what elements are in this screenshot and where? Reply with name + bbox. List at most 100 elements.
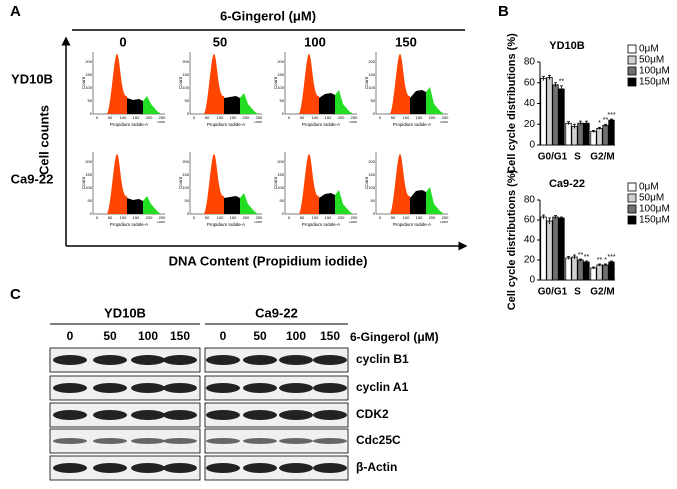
g2-peak [240,93,258,114]
dose-label: 100 [304,34,326,49]
hist-tick: 100 [368,185,375,190]
hist-tick: 250 [442,115,449,120]
hist-tick: 50 [108,215,113,220]
blot-band [279,410,313,420]
blot-band [93,355,127,365]
hist-tick: 200 [182,59,189,64]
legend-label: 100μM [639,66,670,77]
hist-tick: 150 [182,172,189,177]
cell-line-label: Ca9-22 [11,171,54,186]
blot-band [313,463,347,473]
protein-label: cyclin B1 [356,352,409,366]
hist-tick: 200 [429,115,436,120]
blot-band [163,383,197,393]
hist-tick: 250 [442,215,449,220]
hist-tick: 250 [351,115,358,120]
blot-band [243,438,277,444]
s-phase [127,98,143,114]
y-tick-label: 80 [524,195,536,206]
hist-tick: 250 [159,115,166,120]
hist-tick: 0 [282,111,285,116]
g1-peak [299,54,321,114]
hist-tick: 100 [85,185,92,190]
g2-peak [335,190,353,214]
hist-tick: 50 [280,198,285,203]
hist-tick: 200 [277,59,284,64]
chart-title: YD10B [549,40,585,52]
hist-tick: 100 [182,85,189,90]
bar [540,216,547,281]
bar [558,217,565,281]
hist-tick: 0 [187,211,190,216]
hist-tick: 100 [277,85,284,90]
legend-label: 0μM [639,182,659,193]
lane-label: 100 [138,329,158,343]
hist-tick: 100 [120,215,127,220]
bar [608,261,615,281]
hist-tick: 0 [187,111,190,116]
blot-band [313,410,347,420]
x-tick-label: G0/G1 [538,287,568,298]
bar [565,122,572,146]
blot-band [163,463,197,473]
hist-tick: 150 [416,215,423,220]
hist-tick: 150 [85,72,92,77]
blot-band [131,438,165,444]
blot-band [163,410,197,420]
hist-tick: 50 [205,115,210,120]
bar [540,78,547,146]
hist-tick: 50 [88,98,93,103]
hist-tick: 150 [230,115,237,120]
blot-band [279,355,313,365]
y-tick-label: 60 [524,215,536,226]
cell-line-label: YD10B [11,71,53,86]
hist-tick: 50 [391,115,396,120]
hist-tick: 150 [230,215,237,220]
hist-tick: 50 [300,215,305,220]
hist-tick: 100 [403,215,410,220]
blot-band [206,410,240,420]
hist-tick: 0 [193,215,196,220]
legend-swatch [627,182,637,192]
hist-tick: 150 [368,72,375,77]
hist-tick: 150 [133,115,140,120]
y-tick-label: 0 [529,140,535,151]
bar [590,131,597,146]
protein-label: cyclin A1 [356,380,409,394]
lane-label: 50 [253,329,267,343]
hist-tick: 100 [85,85,92,90]
legend-label: 150μM [639,77,670,88]
legend-label: 100μM [639,204,670,215]
lane-label: 150 [170,329,190,343]
bar [552,216,559,281]
blot-band [163,355,197,365]
bar [558,88,565,146]
lane-label: 100 [286,329,306,343]
g1-peak [390,54,412,114]
hist-tick: 50 [300,115,305,120]
hist-ylabel: Count [178,176,183,189]
hist-xlabel: Propidium Iodide-A [110,222,148,227]
g1-peak [204,154,226,214]
lane-label: 50 [103,329,117,343]
hist-tick: 50 [371,98,376,103]
y-tick-label: 0 [529,275,535,286]
hist-tick: 250 [159,215,166,220]
hist-tick: 50 [391,215,396,220]
hist-xlabel: Propidium Iodide-A [110,122,148,127]
hist-unit: x1000 [254,120,263,124]
hist-tick: 200 [146,215,153,220]
hist-tick: 100 [277,185,284,190]
lane-label: 150 [320,329,340,343]
g1-peak [107,154,129,214]
hist-ylabel: Count [364,76,369,89]
hist-unit: x1000 [349,120,358,124]
bar [546,220,553,281]
bar [596,264,603,281]
hist-xlabel: Propidium Iodide-A [302,122,340,127]
hist-unit: x1000 [349,220,358,224]
protein-label: Cdc25C [356,433,401,447]
bar [583,122,590,146]
hist-tick: 0 [373,111,376,116]
hist-tick: 100 [312,215,319,220]
